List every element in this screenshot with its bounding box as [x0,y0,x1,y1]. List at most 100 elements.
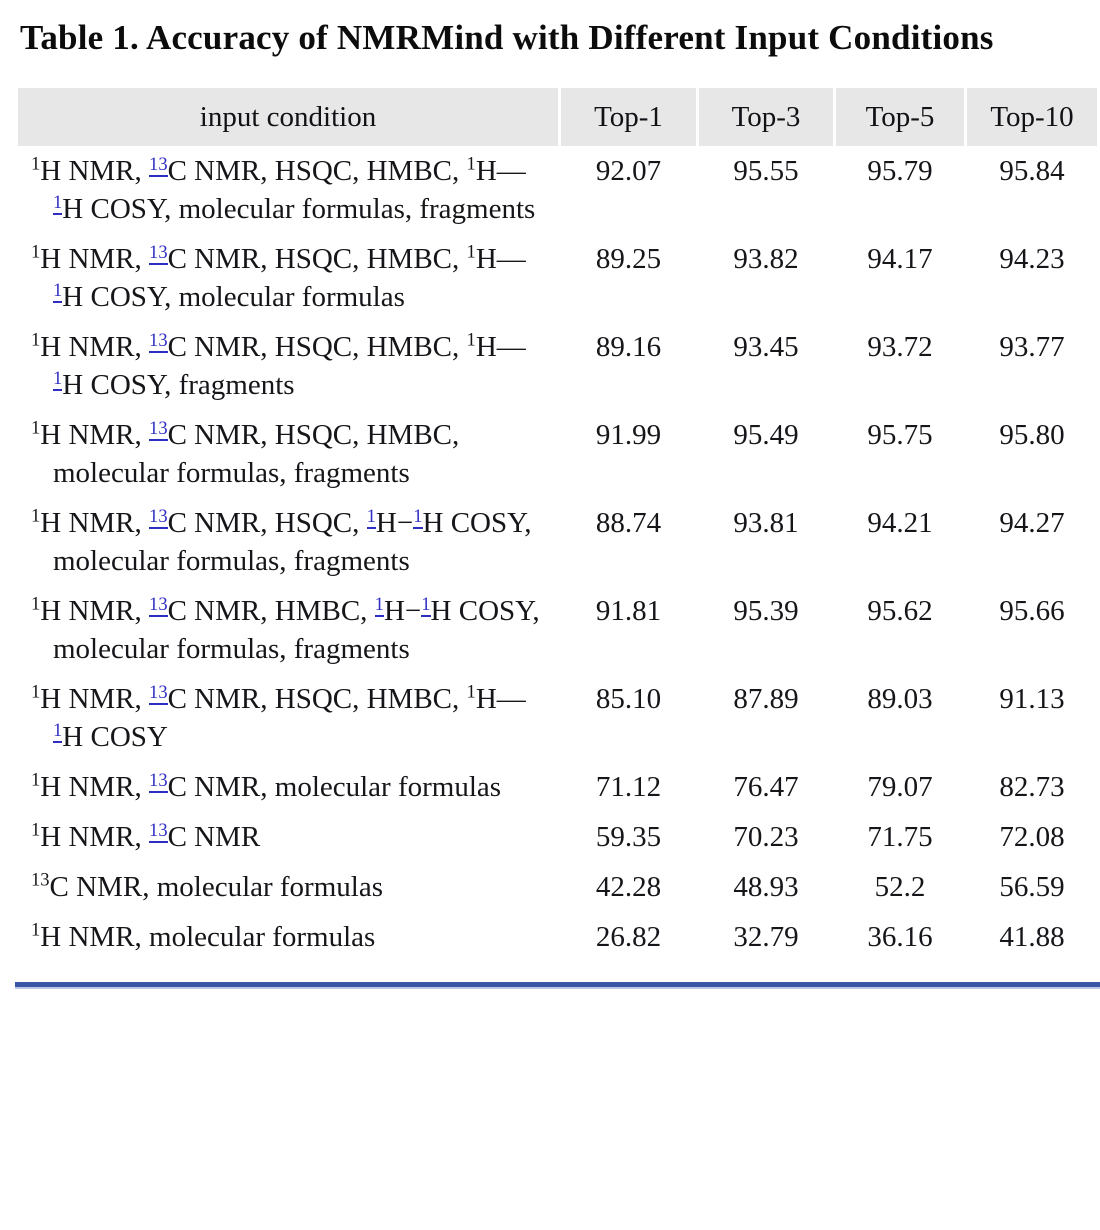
accuracy-value: 72.08 [999,821,1065,854]
accuracy-value: 93.77 [999,331,1065,364]
column-header-top-3: Top-3 [699,88,833,147]
table-body: 1H NMR, 13C NMR, HSQC, HMBC, 1H—1H COSY,… [18,146,1097,962]
isotope-superscript: 1 [31,769,41,791]
paper-table-figure: Table 1. Accuracy of NMRMind with Differ… [0,14,1100,1230]
accuracy-value: 95.75 [867,419,933,452]
table-row: 1H NMR, 13C NMR, molecular formulas 71.12… [18,762,1097,812]
accuracy-value: 93.81 [733,507,799,540]
input-condition-cell: 1H NMR, 13C NMR, HSQC, HMBC, 1H—1H COSY,… [31,153,536,226]
input-condition-cell: 1H NMR, 13C NMR, HSQC, 1H−1H COSY, molec… [31,505,532,578]
isotope-superscript: 1 [466,241,476,263]
table-row: 1H NMR, 13C NMR, HSQC, HMBC, 1H—1H COSY,… [18,322,1097,410]
accuracy-value: 92.07 [595,155,662,188]
table-row: 1H NMR, 13C NMR, HSQC, HMBC, 1H—1H COSY,… [18,234,1097,322]
accuracy-value: 48.93 [733,871,799,904]
accuracy-value: 95.55 [733,155,799,188]
isotope-superscript: 13 [31,869,50,891]
accuracy-value: 95.84 [999,155,1065,188]
isotope-superscript-link[interactable]: 1 [421,593,431,617]
input-condition-cell: 1H NMR, 13C NMR, HSQC, HMBC, 1H—1H COSY [31,681,526,754]
isotope-superscript-link[interactable]: 13 [149,241,168,265]
column-header-top-5: Top-5 [836,88,964,147]
bottom-rule-light [15,987,1100,990]
isotope-superscript-link[interactable]: 1 [53,719,63,743]
accuracy-value: 85.10 [595,683,662,716]
isotope-superscript: 1 [31,417,41,439]
table-row: 1H NMR, molecular formulas 26.82 32.79 36.1… [18,912,1097,962]
column-header-top-10: Top-10 [967,88,1097,147]
isotope-superscript: 1 [31,241,41,263]
accuracy-value: 42.28 [595,871,662,904]
isotope-superscript-link[interactable]: 13 [149,819,168,843]
isotope-superscript: 1 [31,819,41,841]
bottom-rule [15,982,1100,990]
bottom-rule-dark [15,982,1100,988]
accuracy-value: 95.79 [867,155,933,188]
accuracy-value: 93.45 [733,331,799,364]
isotope-superscript: 1 [466,329,476,351]
input-condition-cell: 1H NMR, 13C NMR, HSQC, HMBC, molecular f… [31,417,460,490]
table-row: 1H NMR, 13C NMR, HSQC, HMBC, 1H—1H COSY 8… [18,674,1097,762]
input-condition-cell: 1H NMR, molecular formulas [31,919,376,954]
accuracy-value: 89.25 [595,243,662,276]
input-condition-cell: 1H NMR, 13C NMR, HMBC, 1H−1H COSY, molec… [31,593,540,666]
accuracy-table: input condition Top-1 Top-3 Top-5 Top-10 1H … [15,88,1100,962]
isotope-superscript-link[interactable]: 1 [374,593,384,617]
accuracy-value: 95.39 [733,595,799,628]
input-condition-cell: 13C NMR, molecular formulas [31,869,383,904]
accuracy-value: 91.13 [999,683,1065,716]
accuracy-value: 71.12 [595,771,662,804]
table-row: 1H NMR, 13C NMR, HSQC, HMBC, 1H—1H COSY,… [18,146,1097,234]
accuracy-value: 91.81 [595,595,662,628]
accuracy-value: 70.23 [733,821,799,854]
table-row: 13C NMR, molecular formulas 42.28 48.93 52.… [18,862,1097,912]
accuracy-value: 91.99 [595,419,662,452]
isotope-superscript-link[interactable]: 1 [413,505,423,529]
input-condition-cell: 1H NMR, 13C NMR [31,819,261,854]
table-row: 1H NMR, 13C NMR, HSQC, HMBC, molecular f… [18,410,1097,498]
column-header-input-condition: input condition [18,88,558,147]
isotope-superscript: 1 [31,153,41,175]
accuracy-value: 89.16 [595,331,662,364]
isotope-superscript-link[interactable]: 1 [53,367,63,391]
isotope-superscript-link[interactable]: 1 [366,505,376,529]
isotope-superscript-link[interactable]: 13 [149,593,168,617]
isotope-superscript: 1 [466,153,476,175]
input-condition-cell: 1H NMR, 13C NMR, HSQC, HMBC, 1H—1H COSY,… [31,329,526,402]
accuracy-value: 95.80 [999,419,1065,452]
isotope-superscript-link[interactable]: 13 [149,769,168,793]
accuracy-value: 79.07 [867,771,933,804]
header-row: input condition Top-1 Top-3 Top-5 Top-10 [18,88,1097,147]
isotope-superscript-link[interactable]: 13 [149,417,168,441]
accuracy-value: 87.89 [733,683,799,716]
accuracy-value: 52.2 [874,871,926,904]
isotope-superscript: 1 [31,681,41,703]
isotope-superscript-link[interactable]: 13 [149,505,168,529]
accuracy-value: 95.62 [867,595,933,628]
accuracy-value: 71.75 [867,821,933,854]
isotope-superscript: 1 [31,593,41,615]
accuracy-value: 56.59 [999,871,1065,904]
isotope-superscript-link[interactable]: 1 [53,191,63,215]
input-condition-cell: 1H NMR, 13C NMR, molecular formulas [31,769,502,804]
input-condition-cell: 1H NMR, 13C NMR, HSQC, HMBC, 1H—1H COSY,… [31,241,526,314]
accuracy-value: 94.21 [867,507,933,540]
accuracy-value: 88.74 [595,507,662,540]
isotope-superscript-link[interactable]: 13 [149,681,168,705]
isotope-superscript-link[interactable]: 13 [149,329,168,353]
table-row: 1H NMR, 13C NMR, HMBC, 1H−1H COSY, molec… [18,586,1097,674]
isotope-superscript: 1 [466,681,476,703]
column-header-top-1: Top-1 [561,88,696,147]
table-header: input condition Top-1 Top-3 Top-5 Top-10 [18,88,1097,147]
accuracy-value: 94.17 [867,243,933,276]
isotope-superscript-link[interactable]: 1 [53,279,63,303]
accuracy-value: 26.82 [595,921,662,954]
isotope-superscript-link[interactable]: 13 [149,153,168,177]
accuracy-value: 76.47 [733,771,799,804]
table-title: Table 1. Accuracy of NMRMind with Differ… [20,18,994,57]
accuracy-value: 95.66 [999,595,1065,628]
isotope-superscript: 1 [31,919,41,941]
accuracy-value: 59.35 [595,821,662,854]
accuracy-value: 41.88 [999,921,1065,954]
isotope-superscript: 1 [31,329,41,351]
